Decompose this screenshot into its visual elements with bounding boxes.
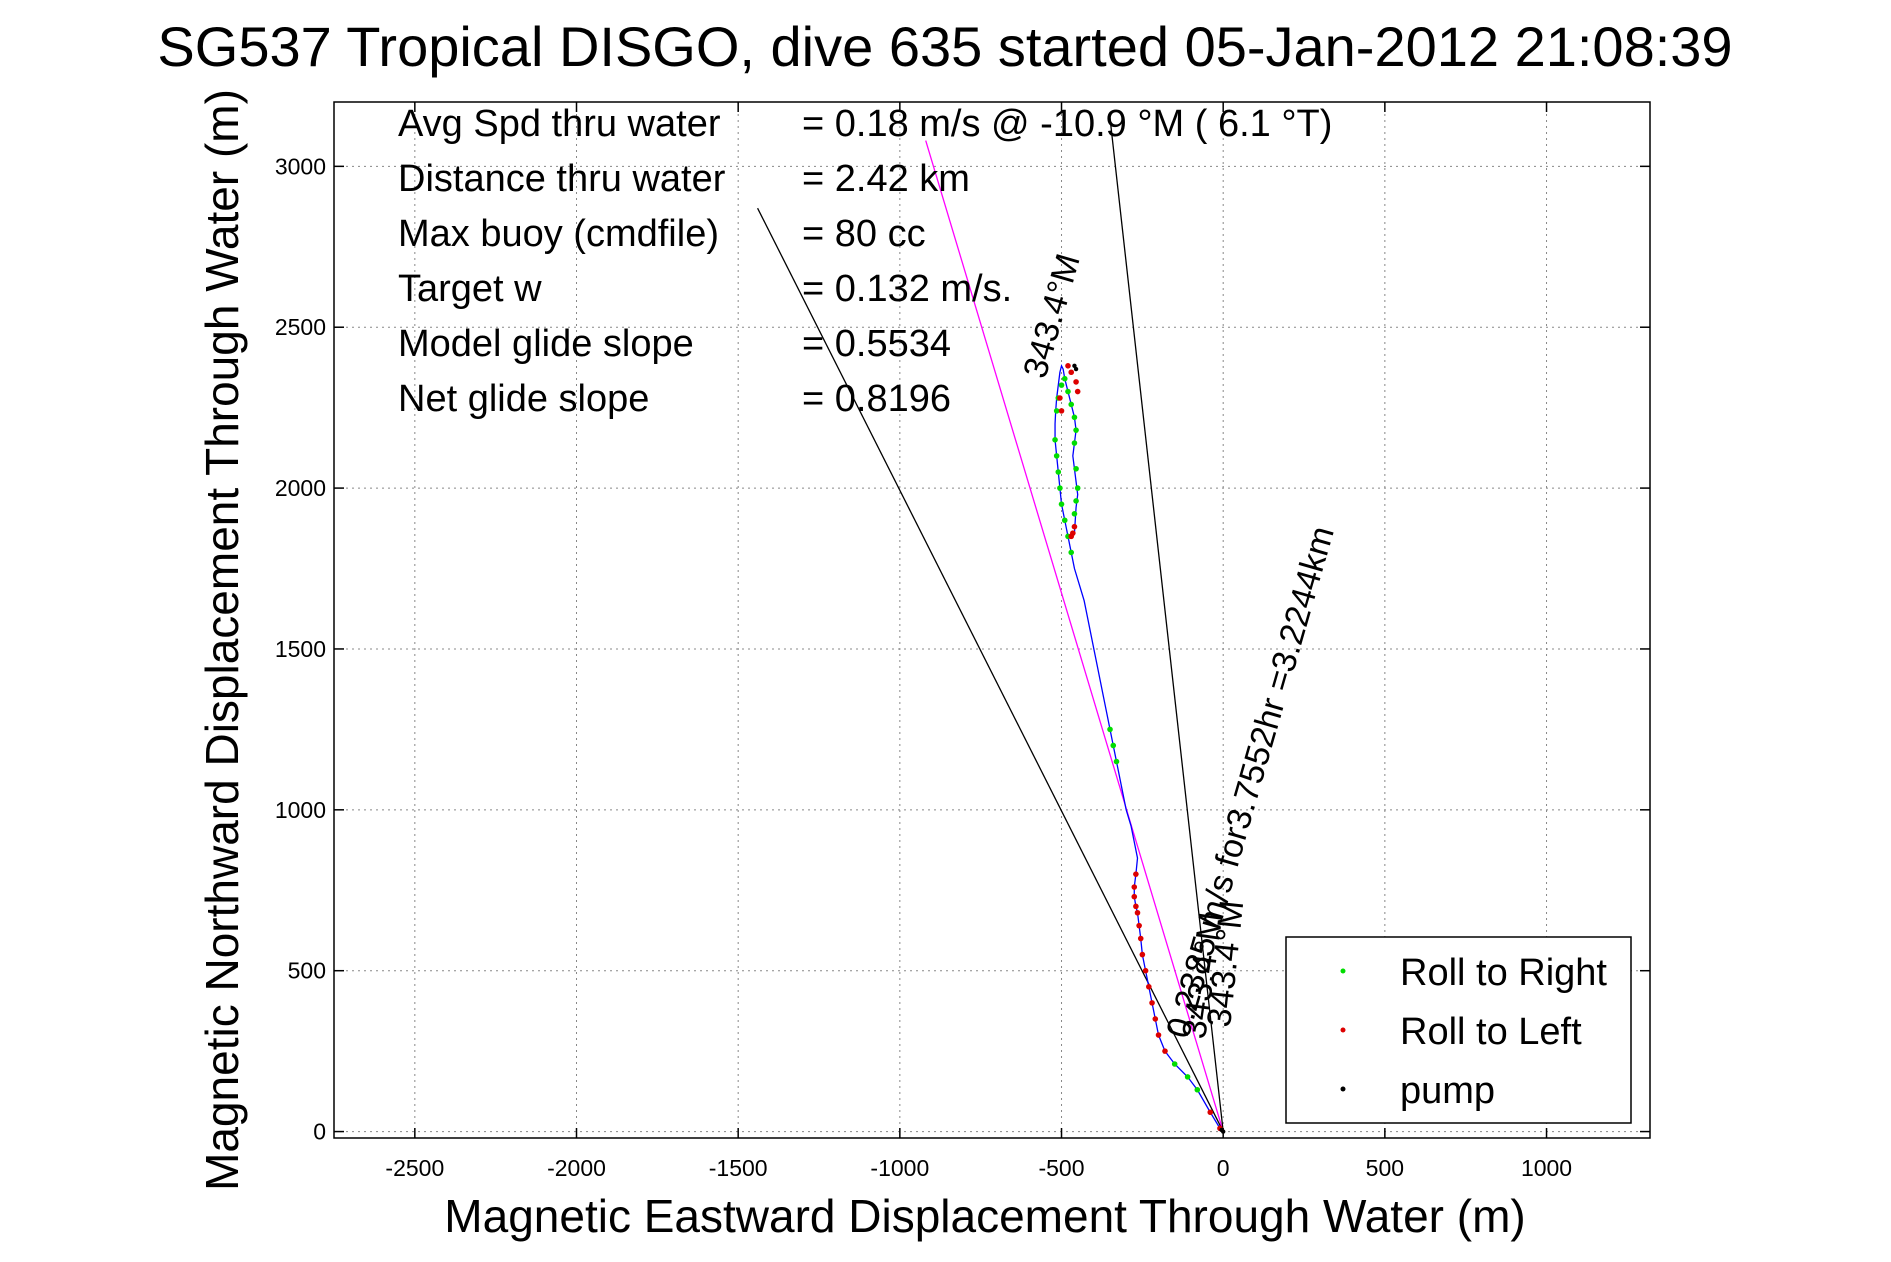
roll-right-point (1055, 469, 1062, 475)
roll-right-point (1107, 726, 1113, 733)
reference-lines (756, 118, 1224, 1132)
tick-marks: -2500 -2000 -1500 -1000 -500 0 500 1000 0 500 1000… (275, 102, 1650, 1181)
stat-value: = 0.5534 (802, 323, 951, 365)
pump-point (1073, 366, 1079, 372)
roll-right-point (1065, 388, 1071, 395)
roll-left-point (1058, 408, 1065, 414)
roll-left-point (1137, 935, 1144, 942)
roll-left-point (1162, 1048, 1168, 1054)
y-tick-label: 2000 (275, 475, 326, 501)
x-tick-label: -1000 (870, 1155, 929, 1181)
roll-left-point (1155, 1032, 1162, 1038)
roll-right-point (1061, 517, 1068, 524)
stat-value: = 0.8196 (802, 378, 951, 420)
x-tick-label: -2000 (547, 1155, 606, 1181)
roll-left-point (1133, 871, 1139, 877)
roll-left-point (1131, 893, 1138, 900)
roll-left-point (1152, 1016, 1159, 1022)
x-tick-label: -2500 (385, 1155, 444, 1181)
roll-right-point (1110, 742, 1117, 749)
y-tick-label: 1000 (275, 797, 326, 823)
pump-point (1219, 1127, 1224, 1133)
roll-right-point (1071, 511, 1078, 517)
roll-right-point (1068, 401, 1075, 408)
stat-value: = 0.18 m/s @ -10.9 °M ( 6.1 °T) (802, 103, 1332, 145)
y-axis-label: Magnetic Northward Displacement Through … (196, 89, 248, 1191)
roll-left-point (1073, 379, 1079, 385)
stat-label: Distance thru water (398, 158, 726, 200)
roll-right-point (1073, 465, 1079, 472)
reference-line-heading-wide-2 (1109, 118, 1224, 1132)
roll-left-point (1057, 395, 1063, 401)
y-tick-label: 3000 (275, 153, 326, 179)
legend-entry-label: Roll to Left (1400, 1011, 1582, 1053)
annotations: 0.2385 m/s for3.7552hr =3.2244km343.4°M3… (1016, 250, 1342, 1043)
roll-right-point (1058, 382, 1065, 388)
chart-title: SG537 Tropical DISGO, dive 635 started 0… (157, 15, 1732, 78)
legend: Roll to Right Roll to Left pump (1285, 936, 1632, 1124)
roll-left-point (1136, 922, 1142, 929)
roll-left-point (1139, 951, 1146, 958)
roll-left-point (1149, 1000, 1155, 1006)
roll-left-point (1068, 533, 1075, 540)
roll-left-point (1071, 523, 1078, 530)
y-tick-label: 2500 (275, 314, 326, 340)
stat-value: = 2.42 km (802, 158, 970, 200)
x-tick-label: 500 (1366, 1155, 1404, 1181)
x-tick-label: 1000 (1521, 1155, 1572, 1181)
y-tick-label: 500 (288, 958, 326, 984)
x-tick-label: -500 (1038, 1155, 1084, 1181)
roll-left-point (1074, 388, 1081, 395)
roll-left-point (1133, 903, 1139, 910)
roll-right-point (1058, 501, 1065, 507)
x-tick-label: -1500 (709, 1155, 768, 1181)
roll-left-point (1068, 369, 1075, 376)
y-tick-label: 1500 (275, 636, 326, 662)
current-heading-label: 343.4°M (1016, 250, 1088, 383)
roll-right-point (1053, 453, 1060, 459)
roll-left-point (1134, 909, 1141, 916)
legend-marker (1340, 968, 1346, 974)
reference-line-current (925, 140, 1224, 1132)
stat-label: Model glide slope (398, 323, 694, 365)
roll-right-point (1113, 758, 1120, 765)
legend-entry-label: Roll to Right (1400, 952, 1607, 994)
roll-left-point (1065, 363, 1071, 369)
stat-label: Max buoy (cmdfile) (398, 213, 719, 255)
series-group (1052, 363, 1226, 1134)
stat-value: = 0.132 m/s. (802, 268, 1012, 310)
x-axis-label: Magnetic Eastward Displacement Through W… (444, 1190, 1525, 1242)
stat-label: Net glide slope (398, 378, 649, 420)
roll-right-point (1061, 375, 1068, 382)
roll-right-point (1071, 414, 1078, 421)
roll-right-point (1068, 549, 1075, 556)
roll-left-point (1131, 884, 1138, 890)
legend-marker (1340, 1027, 1346, 1033)
roll-right-point (1052, 437, 1058, 443)
roll-right-point (1071, 440, 1078, 446)
roll-right-point (1194, 1086, 1201, 1093)
stat-value: = 80 cc (802, 213, 926, 255)
roll-left-point (1146, 983, 1152, 990)
roll-right-point (1073, 427, 1079, 433)
stat-label: Target w (398, 268, 542, 310)
roll-left-point (1207, 1109, 1214, 1116)
roll-right-point (1053, 408, 1060, 414)
grid-lines (334, 102, 1650, 1138)
x-tick-label: 0 (1217, 1155, 1230, 1181)
roll-right-point (1184, 1074, 1191, 1080)
roll-right-point (1171, 1061, 1178, 1067)
plot-frame (333, 101, 1651, 1139)
legend-marker (1340, 1086, 1346, 1092)
reference-line-heading-wide-1 (756, 207, 1224, 1132)
legend-entry-label: pump (1400, 1070, 1495, 1112)
y-tick-label: 0 (313, 1119, 326, 1145)
roll-left-point (1142, 967, 1149, 974)
roll-right-point (1057, 485, 1063, 491)
roll-right-point (1074, 485, 1081, 491)
roll-right-point (1073, 498, 1079, 504)
stat-label: Avg Spd thru water (398, 103, 721, 145)
stats-block: Avg Spd thru water = 0.18 m/s @ -10.9 °M … (398, 103, 1332, 420)
